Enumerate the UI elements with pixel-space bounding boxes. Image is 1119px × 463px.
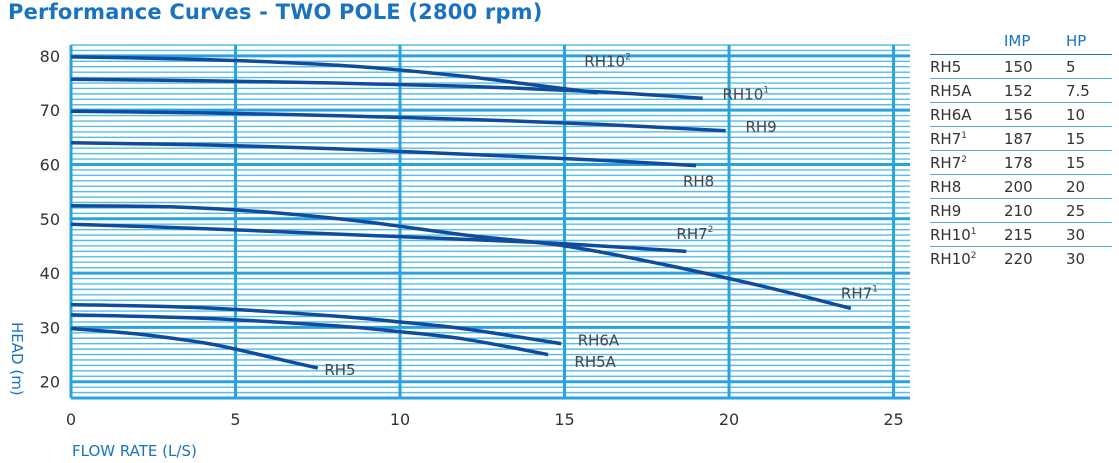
curve-rh5 <box>70 326 319 370</box>
table-header-hp: HP <box>1066 32 1087 50</box>
y-axis-label: HEAD (m) <box>8 322 26 396</box>
curves <box>70 55 852 370</box>
imp-cell: 152 <box>1004 78 1066 103</box>
pump-spec-table: IMP HP RH5 150 5 RH5A 152 7.5 RH6A 156 10 RH71 187… <box>930 30 1112 270</box>
imp-cell: 215 <box>1004 222 1066 247</box>
imp-cell: 187 <box>1004 126 1066 151</box>
table-row: RH71 187 15 <box>930 126 1112 151</box>
hp-cell: 15 <box>1066 150 1112 175</box>
curve-rh9 <box>70 109 726 133</box>
table-row: RH72 178 15 <box>930 150 1112 175</box>
curve-rh5a <box>70 313 549 357</box>
table-row: RH9 210 25 <box>930 198 1112 223</box>
hp-cell: 20 <box>1066 174 1112 199</box>
y-tick-label: 60 <box>40 155 60 174</box>
table-row: RH8 200 20 <box>930 174 1112 199</box>
imp-cell: 156 <box>1004 102 1066 127</box>
table-header-imp: IMP <box>1004 32 1031 50</box>
curve-label: RH5A <box>574 353 616 371</box>
model-cell: RH101 <box>930 222 1004 247</box>
curve-label: RH71 <box>841 285 878 303</box>
curve-rh6a <box>70 302 562 346</box>
table-body: RH5 150 5 RH5A 152 7.5 RH6A 156 10 RH71 187 15 RH72 1… <box>930 54 1112 270</box>
table-row: RH6A 156 10 <box>930 102 1112 127</box>
imp-cell: 210 <box>1004 198 1066 223</box>
y-tick-label: 20 <box>40 373 60 392</box>
table-header-model <box>930 30 1004 55</box>
hp-cell: 30 <box>1066 222 1112 247</box>
curve-rh10 <box>70 55 598 95</box>
tick-labels: 0 5 10 15 20 25 20 30 40 50 60 70 80 <box>40 47 904 429</box>
imp-cell: 200 <box>1004 174 1066 199</box>
curve-label: RH5 <box>324 361 355 379</box>
y-tick-label: 50 <box>40 210 60 229</box>
model-cell: RH9 <box>930 198 1004 223</box>
model-cell: RH5 <box>930 54 1004 79</box>
x-tick-label: 5 <box>230 410 240 429</box>
curve-label: RH6A <box>578 331 620 349</box>
model-cell: RH6A <box>930 102 1004 127</box>
hp-cell: 15 <box>1066 126 1112 151</box>
table-row: RH102 220 30 <box>930 246 1112 270</box>
chart-title: Performance Curves - TWO POLE (2800 rpm) <box>8 0 543 24</box>
table-row: RH5 150 5 <box>930 54 1112 79</box>
y-tick-label: 40 <box>40 264 60 283</box>
curve-rh10 <box>70 77 703 100</box>
grid <box>69 44 910 400</box>
model-cell: RH102 <box>930 246 1004 270</box>
imp-cell: 150 <box>1004 54 1066 79</box>
table-row: RH5A 152 7.5 <box>930 78 1112 103</box>
x-tick-label: 10 <box>390 410 410 429</box>
y-tick-label: 70 <box>40 101 60 120</box>
hp-cell: 10 <box>1066 102 1112 127</box>
model-cell: RH72 <box>930 150 1004 175</box>
x-tick-label: 15 <box>554 410 574 429</box>
curve-label: RH72 <box>676 225 713 243</box>
model-cell: RH71 <box>930 126 1004 151</box>
imp-cell: 220 <box>1004 246 1066 270</box>
x-tick-label: 20 <box>719 410 739 429</box>
table-row: RH101 215 30 <box>930 222 1112 247</box>
model-cell: RH8 <box>930 174 1004 199</box>
y-tick-label: 30 <box>40 318 60 337</box>
table-header-row: IMP HP <box>930 30 1112 55</box>
imp-cell: 178 <box>1004 150 1066 175</box>
curve-label: RH102 <box>584 53 631 71</box>
curve-label: RH8 <box>683 173 714 191</box>
curve-rh7 <box>70 222 687 254</box>
hp-cell: 7.5 <box>1066 78 1112 103</box>
y-tick-label: 80 <box>40 47 60 66</box>
hp-cell: 25 <box>1066 198 1112 223</box>
curve-rh7 <box>70 204 852 311</box>
model-cell: RH5A <box>930 78 1004 103</box>
curve-label: RH9 <box>745 118 776 136</box>
x-axis-label: FLOW RATE (L/S) <box>72 442 197 460</box>
hp-cell: 30 <box>1066 246 1112 270</box>
x-tick-label: 25 <box>883 410 903 429</box>
hp-cell: 5 <box>1066 54 1112 79</box>
curve-rh8 <box>70 141 697 168</box>
curve-labels: RH102 RH101 RH9 RH8 RH72 RH71 RH6A RH5A RH5 <box>324 53 878 379</box>
curve-label: RH101 <box>722 85 769 103</box>
x-tick-label: 0 <box>66 410 76 429</box>
